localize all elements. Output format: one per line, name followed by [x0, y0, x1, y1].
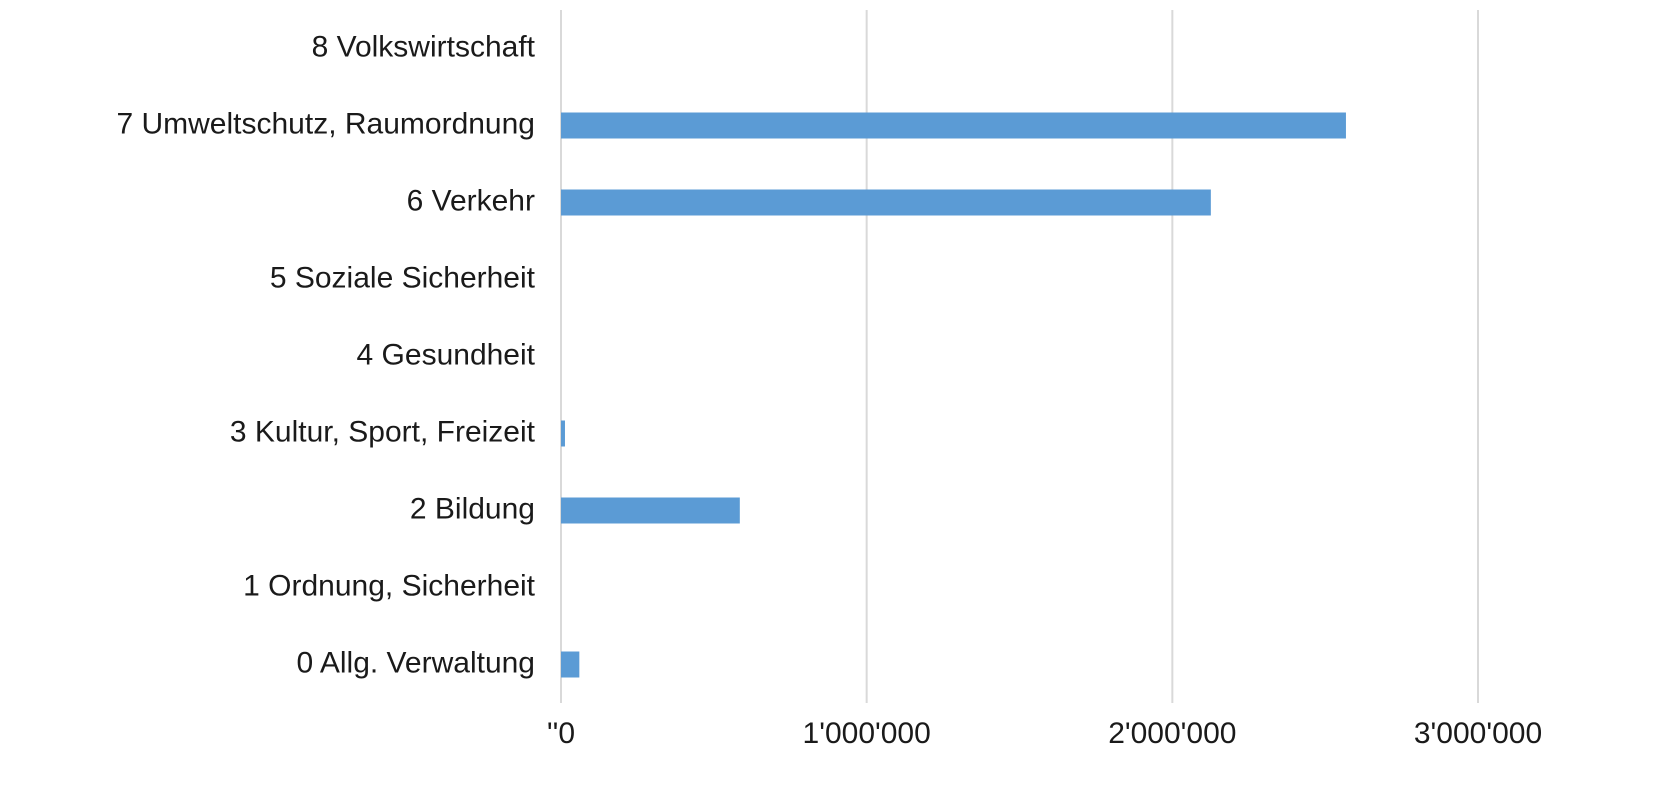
y-tick-label: 5 Soziale Sicherheit — [270, 261, 536, 294]
y-tick-label: 2 Bildung — [410, 492, 535, 525]
bar — [561, 420, 565, 447]
x-tick-label: 3'000'000 — [1414, 717, 1542, 750]
y-tick-label: 6 Verkehr — [407, 184, 535, 217]
bar — [561, 497, 740, 524]
x-tick-label: 1'000'000 — [803, 717, 931, 750]
y-tick-label: 0 Allg. Verwaltung — [297, 646, 536, 679]
y-tick-label: 3 Kultur, Sport, Freizeit — [230, 415, 536, 448]
y-tick-label: 8 Volkswirtschaft — [312, 30, 536, 63]
y-tick-label: 4 Gesundheit — [357, 338, 536, 371]
bar — [561, 651, 580, 678]
bar — [561, 189, 1211, 216]
x-tick-label: ''0 — [547, 717, 575, 750]
y-tick-label: 7 Umweltschutz, Raumordnung — [116, 107, 535, 140]
bar — [561, 112, 1346, 139]
y-tick-label: 1 Ordnung, Sicherheit — [243, 569, 536, 602]
x-tick-label: 2'000'000 — [1108, 717, 1236, 750]
